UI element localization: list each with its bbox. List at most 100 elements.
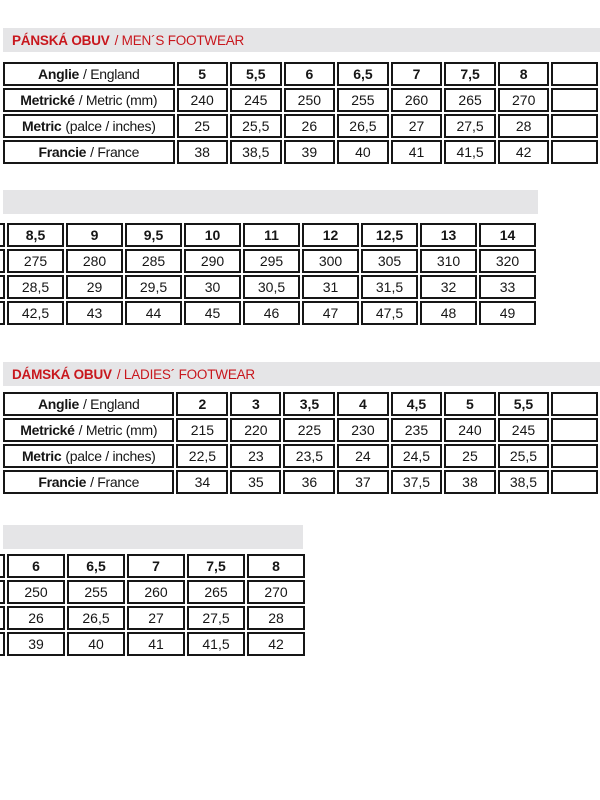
size-cell: 28 bbox=[247, 606, 305, 630]
cut-cell bbox=[0, 301, 5, 325]
size-cell: 40 bbox=[336, 140, 389, 164]
size-cell: 49 bbox=[479, 301, 536, 325]
mens-size-table-part2: 8,5 9 9,5 10 11 12 12,5 13 14 275 280 285 290 295 300 3… bbox=[0, 221, 538, 327]
size-cell: 300 bbox=[302, 249, 359, 273]
size-cell: 44 bbox=[125, 301, 182, 325]
size-cell: 24,5 bbox=[390, 444, 443, 468]
section-title-bold: DÁMSKÁ OBUV bbox=[12, 366, 112, 382]
table-row: Francie / France 38 38,5 39 40 41 41,5 42 bbox=[3, 140, 598, 164]
section-header-bar: PÁNSKÁ OBUV / MEN´S FOOTWEAR bbox=[3, 28, 600, 52]
size-cell: 41 bbox=[127, 632, 185, 656]
cut-cell bbox=[0, 223, 5, 247]
column-header-cell: 12 bbox=[302, 223, 359, 247]
row-label-rest: / France bbox=[90, 144, 140, 160]
row-label-bold: Anglie bbox=[38, 66, 80, 82]
cut-cell bbox=[0, 249, 5, 273]
table-row: 39 40 41 41,5 42 bbox=[0, 632, 305, 656]
size-cell: 25,5 bbox=[497, 444, 550, 468]
size-cell: 250 bbox=[7, 580, 65, 604]
column-header-cell: 10 bbox=[184, 223, 241, 247]
size-cell: 26,5 bbox=[67, 606, 125, 630]
table-row: 250 255 260 265 270 bbox=[0, 580, 305, 604]
cut-cell bbox=[551, 140, 598, 164]
table-row: Francie / France 34 35 36 37 37,5 38 38,5 bbox=[3, 470, 598, 494]
cut-cell bbox=[0, 554, 5, 578]
column-header-cell: 7 bbox=[390, 62, 443, 86]
continuation-bar bbox=[3, 190, 538, 214]
row-label: Francie / France bbox=[3, 470, 175, 494]
column-header-cell: 6,5 bbox=[336, 62, 389, 86]
size-cell: 230 bbox=[337, 418, 389, 442]
size-cell: 45 bbox=[184, 301, 241, 325]
size-cell: 42,5 bbox=[7, 301, 64, 325]
row-label-rest: / France bbox=[90, 474, 140, 490]
section-title-rest: / MEN´S FOOTWEAR bbox=[114, 32, 245, 48]
size-cell: 48 bbox=[420, 301, 477, 325]
column-header-cell: 9,5 bbox=[125, 223, 182, 247]
size-cell: 260 bbox=[390, 88, 443, 112]
size-cell: 270 bbox=[498, 88, 550, 112]
row-label: Francie / France bbox=[3, 140, 175, 164]
size-cell: 255 bbox=[336, 88, 389, 112]
ladies-size-table-part1: Anglie / England 2 3 3,5 4 4,5 5 5,5 Metrické / Me… bbox=[1, 390, 600, 496]
column-header-cell: 5,5 bbox=[229, 62, 282, 86]
row-label-bold: Metrické bbox=[20, 422, 75, 438]
size-cell: 39 bbox=[7, 632, 65, 656]
size-cell: 38,5 bbox=[229, 140, 282, 164]
size-cell: 215 bbox=[176, 418, 229, 442]
size-cell: 25 bbox=[176, 114, 228, 138]
cut-cell bbox=[0, 632, 5, 656]
size-cell: 220 bbox=[230, 418, 282, 442]
column-header-cell: 14 bbox=[479, 223, 536, 247]
size-cell: 39 bbox=[283, 140, 335, 164]
size-cell: 25 bbox=[444, 444, 496, 468]
column-header-cell: 8,5 bbox=[7, 223, 64, 247]
size-cell: 25,5 bbox=[229, 114, 282, 138]
size-cell: 47,5 bbox=[361, 301, 418, 325]
table-row: 26 26,5 27 27,5 28 bbox=[0, 606, 305, 630]
row-label-rest: / Metric (mm) bbox=[78, 92, 158, 108]
size-cell: 31 bbox=[302, 275, 359, 299]
cut-cell bbox=[551, 444, 598, 468]
size-cell: 46 bbox=[243, 301, 300, 325]
size-cell: 27 bbox=[390, 114, 443, 138]
table-row: Anglie / England 5 5,5 6 6,5 7 7,5 8 bbox=[3, 62, 598, 86]
size-cell: 36 bbox=[283, 470, 336, 494]
cut-cell bbox=[551, 88, 598, 112]
size-cell: 280 bbox=[66, 249, 123, 273]
size-cell: 265 bbox=[444, 88, 497, 112]
cut-cell bbox=[0, 275, 5, 299]
size-cell: 235 bbox=[390, 418, 443, 442]
size-cell: 22,5 bbox=[176, 444, 229, 468]
row-label-rest: (palce / inches) bbox=[65, 118, 156, 134]
size-cell: 26 bbox=[7, 606, 65, 630]
size-cell: 29 bbox=[66, 275, 123, 299]
table-row: Anglie / England 2 3 3,5 4 4,5 5 5,5 bbox=[3, 392, 598, 416]
size-cell: 28,5 bbox=[7, 275, 64, 299]
column-header-cell: 7,5 bbox=[187, 554, 245, 578]
row-label: Metrické / Metric (mm) bbox=[3, 418, 175, 442]
ladies-size-table-part2: 6 6,5 7 7,5 8 250 255 260 265 270 26 26,5 27 27,5 28 39… bbox=[0, 552, 307, 658]
row-label: Metric (palce / inches) bbox=[3, 444, 175, 468]
size-cell: 47 bbox=[302, 301, 359, 325]
row-label-rest: (palce / inches) bbox=[65, 448, 156, 464]
section-title-bold: PÁNSKÁ OBUV bbox=[12, 32, 110, 48]
size-cell: 270 bbox=[247, 580, 305, 604]
size-cell: 245 bbox=[497, 418, 550, 442]
size-cell: 265 bbox=[187, 580, 245, 604]
column-header-cell: 6,5 bbox=[67, 554, 125, 578]
size-cell: 240 bbox=[444, 418, 496, 442]
column-header-cell: 4,5 bbox=[390, 392, 443, 416]
size-cell: 28 bbox=[498, 114, 550, 138]
size-cell: 225 bbox=[283, 418, 336, 442]
section-title-rest: / LADIES´ FOOTWEAR bbox=[116, 366, 255, 382]
size-cell: 37,5 bbox=[390, 470, 443, 494]
size-cell: 27,5 bbox=[444, 114, 497, 138]
table-row: 275 280 285 290 295 300 305 310 320 bbox=[0, 249, 536, 273]
size-cell: 30,5 bbox=[243, 275, 300, 299]
column-header-cell: 12,5 bbox=[361, 223, 418, 247]
size-cell: 27 bbox=[127, 606, 185, 630]
column-header-cell: 7 bbox=[127, 554, 185, 578]
row-label: Metrické / Metric (mm) bbox=[3, 88, 175, 112]
column-header-cell: 2 bbox=[176, 392, 229, 416]
